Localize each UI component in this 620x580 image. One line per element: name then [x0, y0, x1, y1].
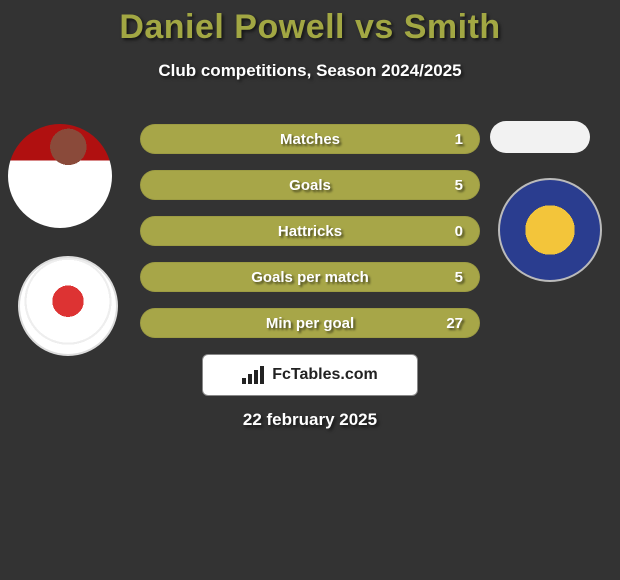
stat-label: Hattricks	[278, 223, 342, 240]
stat-label: Goals per match	[251, 269, 369, 286]
player-left-avatar	[8, 124, 112, 228]
stat-row-min-per-goal: Min per goal 27	[140, 308, 480, 338]
bar-chart-icon	[242, 366, 264, 384]
stat-row-matches: Matches 1	[140, 124, 480, 154]
stat-right-value: 0	[455, 223, 463, 240]
stat-label: Min per goal	[266, 315, 354, 332]
stat-right-value: 1	[455, 131, 463, 148]
avatar-image	[8, 124, 112, 228]
club-badge-right	[498, 178, 602, 282]
stat-row-hattricks: Hattricks 0	[140, 216, 480, 246]
stat-right-value: 5	[455, 177, 463, 194]
stat-label: Goals	[289, 177, 331, 194]
stat-right-value: 5	[455, 269, 463, 286]
player-right-avatar	[490, 121, 590, 153]
club-badge-left	[18, 256, 118, 356]
stat-label: Matches	[280, 131, 340, 148]
source-logo-text: FcTables.com	[272, 366, 378, 384]
source-logo-link[interactable]: FcTables.com	[202, 354, 418, 396]
page-title: Daniel Powell vs Smith	[0, 0, 620, 47]
comparison-date: 22 february 2025	[0, 410, 620, 430]
stat-row-goals: Goals 5	[140, 170, 480, 200]
stat-row-goals-per-match: Goals per match 5	[140, 262, 480, 292]
subtitle: Club competitions, Season 2024/2025	[0, 61, 620, 81]
stats-list: Matches 1 Goals 5 Hattricks 0 Goals per …	[140, 124, 480, 354]
stat-right-value: 27	[446, 315, 463, 332]
